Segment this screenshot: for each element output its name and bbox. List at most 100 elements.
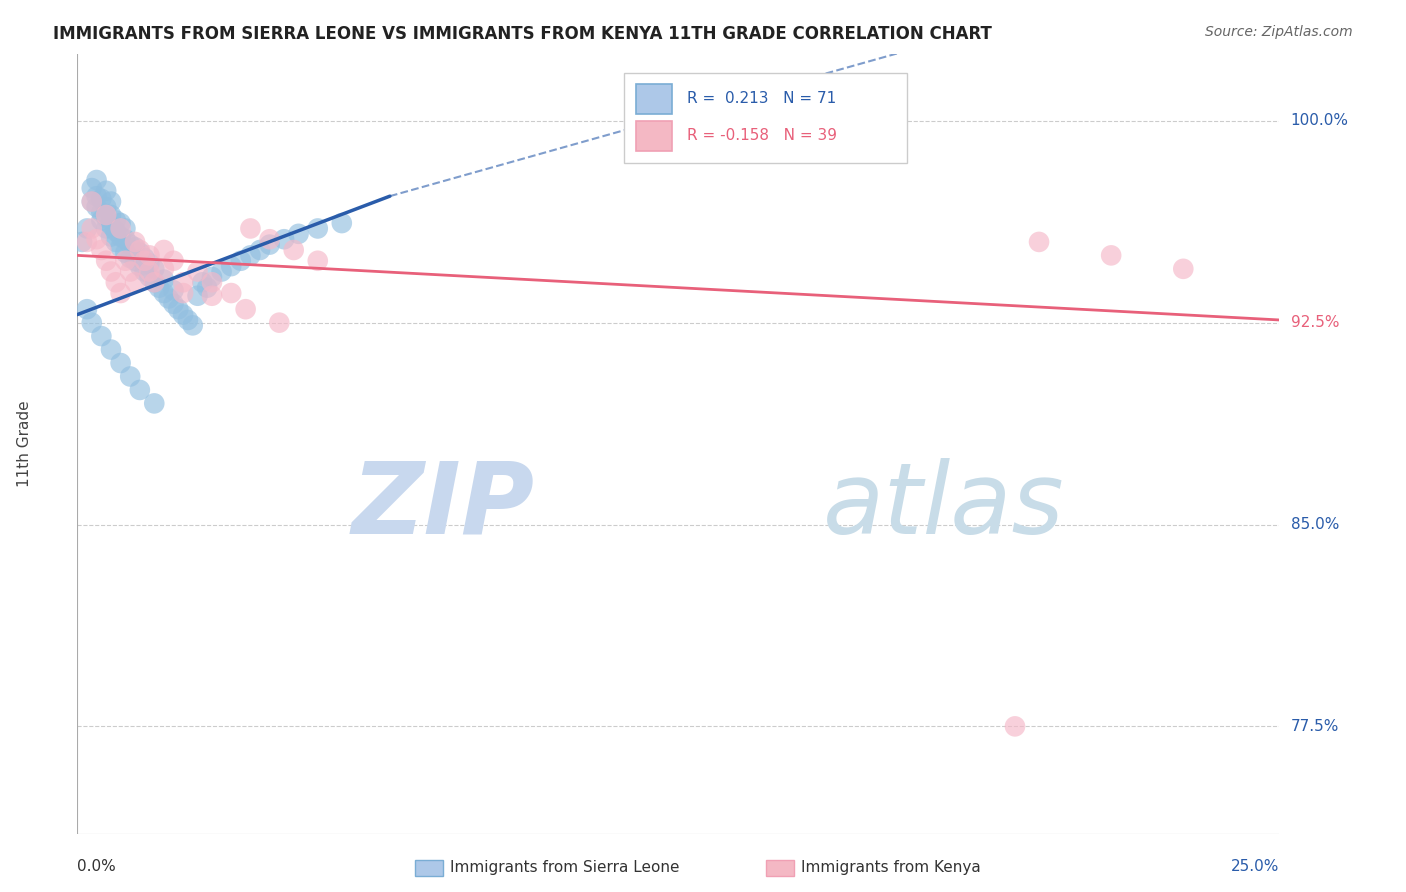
Point bbox=[100, 194, 122, 209]
Point bbox=[110, 221, 132, 235]
Point bbox=[110, 286, 132, 301]
FancyBboxPatch shape bbox=[624, 73, 907, 163]
Point bbox=[96, 211, 118, 225]
Point bbox=[90, 205, 112, 219]
Point bbox=[181, 318, 204, 333]
FancyBboxPatch shape bbox=[637, 84, 672, 113]
Point bbox=[100, 264, 122, 278]
Point bbox=[124, 253, 146, 268]
Text: IMMIGRANTS FROM SIERRA LEONE VS IMMIGRANTS FROM KENYA 11TH GRADE CORRELATION CHA: IMMIGRANTS FROM SIERRA LEONE VS IMMIGRAN… bbox=[53, 25, 993, 43]
Point bbox=[167, 302, 190, 317]
Point bbox=[143, 396, 166, 410]
Point bbox=[96, 221, 118, 235]
Point bbox=[219, 259, 242, 273]
Point bbox=[273, 232, 295, 246]
Point bbox=[114, 245, 136, 260]
Point bbox=[120, 264, 142, 278]
Point bbox=[153, 261, 176, 276]
Point bbox=[259, 237, 281, 252]
Point bbox=[201, 269, 224, 284]
Point bbox=[153, 286, 176, 301]
Point bbox=[128, 259, 150, 273]
Point bbox=[80, 181, 103, 195]
Point bbox=[104, 224, 127, 238]
Point bbox=[239, 221, 262, 235]
Point bbox=[104, 213, 127, 227]
Point bbox=[211, 264, 233, 278]
Point bbox=[96, 208, 118, 222]
Point bbox=[239, 248, 262, 262]
Point bbox=[80, 194, 103, 209]
Point bbox=[229, 253, 252, 268]
Point bbox=[259, 232, 281, 246]
Text: 77.5%: 77.5% bbox=[1291, 719, 1339, 734]
Text: Immigrants from Sierra Leone: Immigrants from Sierra Leone bbox=[450, 861, 679, 875]
Point bbox=[128, 383, 150, 397]
Point bbox=[128, 243, 150, 257]
Text: 100.0%: 100.0% bbox=[1291, 113, 1348, 128]
Text: ZIP: ZIP bbox=[352, 458, 534, 555]
Point bbox=[307, 253, 329, 268]
Point bbox=[86, 200, 108, 214]
Point bbox=[1173, 261, 1195, 276]
Point bbox=[110, 356, 132, 370]
Text: atlas: atlas bbox=[823, 458, 1064, 555]
Point bbox=[80, 316, 103, 330]
Point bbox=[219, 286, 242, 301]
Point bbox=[120, 251, 142, 265]
Point bbox=[283, 243, 305, 257]
Point bbox=[138, 269, 160, 284]
Point bbox=[186, 289, 209, 303]
Point bbox=[1099, 248, 1122, 262]
Point bbox=[134, 264, 156, 278]
Point bbox=[100, 208, 122, 222]
Point bbox=[172, 286, 194, 301]
Point bbox=[96, 200, 118, 214]
Point bbox=[70, 235, 93, 249]
Text: Immigrants from Kenya: Immigrants from Kenya bbox=[801, 861, 981, 875]
Point bbox=[138, 256, 160, 270]
Point bbox=[138, 248, 160, 262]
Point bbox=[134, 253, 156, 268]
Text: 92.5%: 92.5% bbox=[1291, 315, 1339, 330]
Point bbox=[162, 297, 184, 311]
Point bbox=[120, 369, 142, 384]
Point bbox=[172, 275, 194, 289]
Text: 11th Grade: 11th Grade bbox=[17, 401, 32, 487]
Point bbox=[90, 192, 112, 206]
Point bbox=[104, 235, 127, 249]
Point bbox=[162, 253, 184, 268]
Point bbox=[307, 221, 329, 235]
Point bbox=[100, 343, 122, 357]
Point bbox=[96, 253, 118, 268]
Point bbox=[86, 173, 108, 187]
Point bbox=[201, 275, 224, 289]
Point bbox=[191, 275, 214, 289]
Point bbox=[287, 227, 309, 241]
Point bbox=[76, 302, 98, 317]
Text: 25.0%: 25.0% bbox=[1232, 859, 1279, 874]
Point bbox=[80, 194, 103, 209]
Point bbox=[153, 243, 176, 257]
Point bbox=[100, 229, 122, 244]
Point bbox=[201, 289, 224, 303]
Point bbox=[128, 245, 150, 260]
Point bbox=[148, 281, 170, 295]
Point bbox=[76, 235, 98, 249]
Point bbox=[114, 253, 136, 268]
Point bbox=[157, 292, 180, 306]
Point bbox=[143, 261, 166, 276]
Point bbox=[330, 216, 353, 230]
Point bbox=[235, 302, 257, 317]
Point bbox=[96, 184, 118, 198]
Point bbox=[143, 275, 166, 289]
Point bbox=[143, 275, 166, 289]
Point bbox=[110, 229, 132, 244]
Point bbox=[177, 313, 200, 327]
Point bbox=[120, 237, 142, 252]
Point bbox=[124, 275, 146, 289]
Text: Source: ZipAtlas.com: Source: ZipAtlas.com bbox=[1205, 25, 1353, 39]
Point bbox=[100, 219, 122, 233]
Point bbox=[138, 264, 160, 278]
Point bbox=[249, 243, 271, 257]
